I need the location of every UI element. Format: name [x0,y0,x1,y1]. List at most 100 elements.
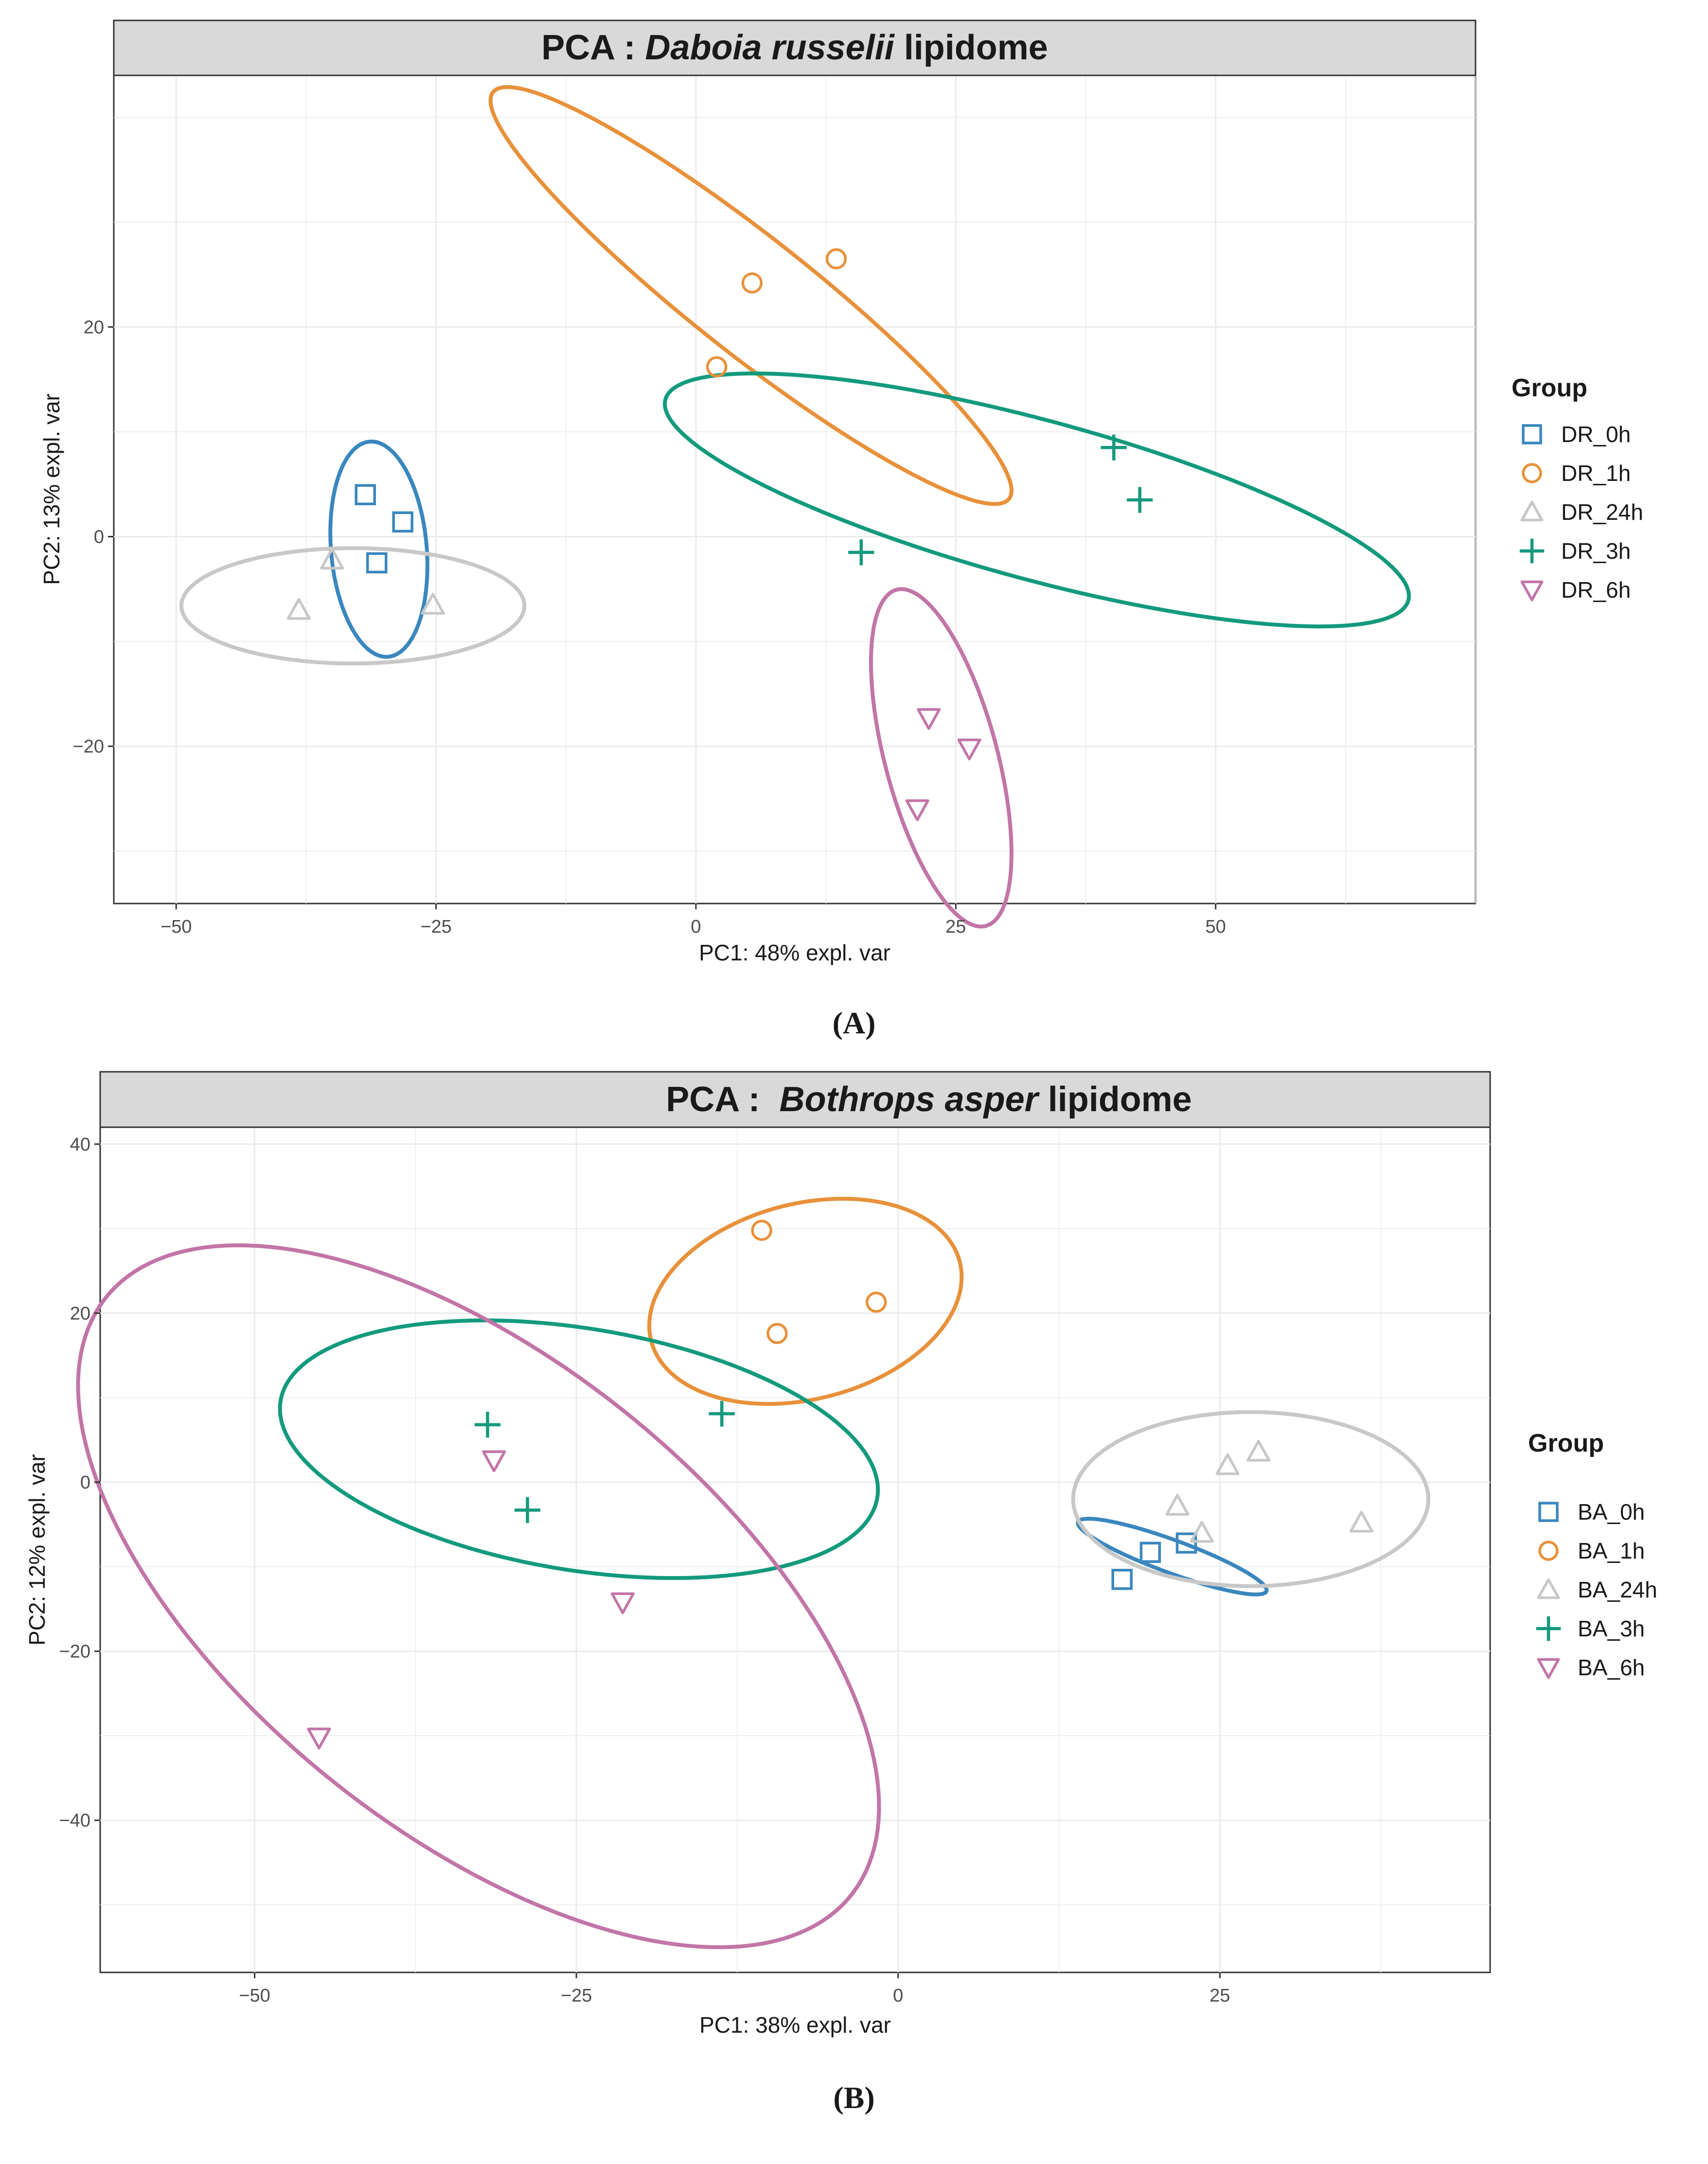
panel-a-point-dr-3h [848,539,874,566]
panel-a-legend-item: DR_0h [1522,422,1631,447]
panel-a-legend-label: DR_3h [1561,538,1631,564]
panel-a-point-dr-24h [320,548,344,570]
panel-b-point-ba-24h [1215,1453,1240,1475]
panel-a-point-dr-6h [917,708,941,730]
panel-a-legend-key-dr-3h [1519,538,1545,564]
panel-b-point-ba-0h [1139,1542,1161,1563]
panel-b-title-prefix: PCA : [666,1080,779,1119]
panel-a-point-dr-24h [421,593,445,615]
panel-b-legend-item: BA_6h [1537,1655,1645,1680]
panel-b-ellipse-ba-3h [278,1318,880,1580]
panel-b-legend-key-ba-24h [1537,1578,1560,1599]
panel-b-y-tick-label: −40 [59,1810,90,1831]
panel-b-legend-item: BA_3h [1536,1616,1645,1641]
panel-a-x-tick-label: 50 [1206,917,1226,937]
panel-b-x-ticks: −50 −25 0 25 [239,1972,1230,2006]
panel-b-x-tick-label: −50 [239,1986,270,2006]
panel-b-label: (B) [833,2080,874,2115]
panel-a-legend-item: DR_1h [1522,461,1631,486]
panel-a-legend-key-dr-24h [1520,500,1544,522]
panel-a-x-tick-label: 25 [945,917,966,937]
panel-b-point-ba-0h [1111,1569,1133,1590]
panel-a-x-tick-label: −50 [160,917,192,937]
panel-b-points [307,1220,1373,1750]
panel-b-legend-label: BA_0h [1578,1499,1645,1525]
panel-b-x-tick-label: −25 [561,1986,592,2006]
panel-a-x-axis-label: PC1: 48% expl. var [699,940,890,965]
panel-a-point-dr-0h [392,511,413,533]
panel-b-legend-key-ba-0h [1538,1502,1559,1522]
panel-b-point-ba-24h [1349,1510,1373,1533]
panel-b-x-tick-label: 0 [893,1986,903,2006]
panel-b-point-ba-24h [1190,1521,1214,1543]
panel-a-x-tick-label: 0 [691,917,701,937]
panel-a-point-dr-1h [825,248,847,269]
panel-b-point-ba-24h [1246,1439,1271,1462]
panel-a-ellipse-dr-3h [663,372,1411,629]
panel-b-x-tick-label: 25 [1210,1986,1230,2006]
panel-a-title: PCA : Daboia russelii lipidome [541,28,1048,67]
panel-b-y-ticks: −40 −20 0 20 40 [59,1135,100,1831]
panel-b-point-ba-3h [709,1401,735,1427]
panel-a-legend-item: DR_3h [1519,538,1631,564]
panel-a-ellipse-dr-0h [328,439,429,659]
panel-a-y-ticks: −20 0 20 [73,317,114,757]
panel-a-point-dr-0h [355,484,376,506]
panel-b-y-axis-label: PC2: 12% expl. var [24,1454,50,1646]
panel-a-y-tick-label: 0 [94,527,104,548]
panel-b-chart: −50 −25 0 25 −40 −20 0 20 40 PCA : Bothrops asp… [24,1071,1657,2038]
panel-a-gridlines [114,75,1476,904]
panel-a-legend-label: DR_1h [1561,461,1631,486]
panel-b-legend-key-ba-1h [1538,1541,1559,1561]
panel-a-ellipse-dr-6h [869,587,1014,929]
panel-a-points [286,248,1153,821]
panel-a-y-tick-label: 20 [84,317,104,337]
panel-a-legend-key-dr-1h [1522,463,1542,483]
panel-b-y-tick-label: 40 [70,1135,90,1155]
panel-a-legend: Group DR_0h DR_1h DR_24h DR_3h DR_6h [1512,374,1643,603]
panel-b-legend-item: BA_1h [1538,1538,1645,1563]
panel-b-y-tick-label: 20 [70,1303,90,1324]
panel-b-ellipse-ba-24h [1071,1410,1431,1588]
panel-b-point-ba-1h [766,1323,788,1344]
panel-a-legend-label: DR_0h [1561,422,1631,447]
panel-a-ellipse-dr-24h [179,546,527,666]
panel-b-title: PCA : Bothrops asper lipidome [666,1080,1192,1119]
panel-b-legend-label: BA_1h [1578,1538,1645,1563]
panel-a-y-tick-label: −20 [73,737,104,757]
panel-a-legend-item: DR_24h [1520,499,1643,525]
panel-b-legend-key-ba-3h [1536,1616,1561,1641]
panel-a-point-dr-3h [1101,434,1127,461]
panel-a-legend-title: Group [1512,374,1587,402]
panel-a-legend-label: DR_6h [1561,577,1631,603]
panel-a-ellipse-dr-1h [488,85,1014,506]
panel-b-legend-items: BA_0h BA_1h BA_24h BA_3h BA_6h [1536,1499,1657,1680]
panel-a-point-dr-0h [366,552,388,574]
panel-a-point-dr-6h [905,799,929,821]
panel-b-legend-label: BA_24h [1578,1577,1657,1602]
panel-a-point-dr-24h [286,598,311,620]
panel-a-point-dr-1h [706,356,728,378]
panel-b-point-ba-6h [307,1727,331,1750]
panel-a-label: (A) [833,1006,876,1040]
panel-b-point-ba-3h [474,1412,501,1438]
panel-b-legend-item: BA_24h [1537,1577,1657,1602]
panel-b-legend-label: BA_3h [1578,1616,1645,1641]
panel-a-title-suffix: lipidome [894,28,1048,67]
panel-b-x-axis-label: PC1: 38% expl. var [699,2012,891,2038]
panel-b-ellipse-ba-1h [647,1197,964,1406]
panel-b-title-species: Bothrops asper [780,1080,1040,1119]
panel-b-legend-item: BA_0h [1538,1499,1645,1525]
panel-b-ellipse-ba-6h [76,1243,881,1950]
panel-b-point-ba-1h [865,1292,887,1313]
panel-b-legend-title: Group [1528,1429,1604,1457]
panel-b-title-suffix: lipidome [1038,1080,1192,1119]
panel-a-legend-key-dr-0h [1522,424,1542,444]
panel-a-legend-items: DR_0h DR_1h DR_24h DR_3h DR_6h [1519,422,1643,603]
panel-a-y-axis-label: PC2: 13% expl. var [39,393,64,585]
panel-b-gridlines [100,1127,1490,1972]
panel-b-legend-key-ba-6h [1537,1658,1560,1679]
panel-a-x-ticks: −50 −25 0 25 50 [160,904,1226,937]
panel-b-legend: Group BA_0h BA_1h BA_24h BA_3h BA_6h [1528,1429,1657,1680]
panel-a-plot-area [113,74,1477,905]
